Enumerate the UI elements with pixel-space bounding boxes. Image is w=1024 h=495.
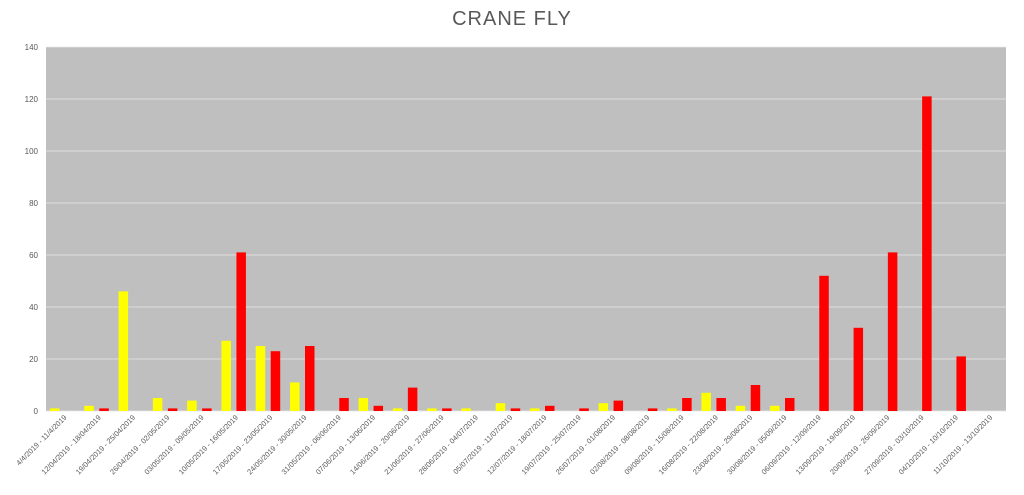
bar xyxy=(716,398,726,411)
bar xyxy=(853,327,864,411)
y-tick-label: 60 xyxy=(29,251,38,260)
x-tick-label: 19/04/2019 - 25/04/2019 xyxy=(74,413,137,476)
x-tick-label: 23/08/2019 - 29/08/2019 xyxy=(691,413,754,476)
x-tick-label: 26/07/2019 - 01/08/2019 xyxy=(554,413,617,476)
x-tick-label: 11/10/2019 - 13/10/2019 xyxy=(931,413,994,476)
bar xyxy=(667,408,677,411)
bar xyxy=(427,408,437,411)
x-tick-label: 31/05/2019 - 06/06/2019 xyxy=(280,413,343,476)
x-tick-label: 20/09/2019 - 26/09/2019 xyxy=(828,413,891,476)
x-tick-label: 17/05/2019 - 23/05/2019 xyxy=(211,413,274,476)
gridlines xyxy=(46,46,1006,412)
x-tick-label: 02/08/2019 - 08/08/2019 xyxy=(588,413,651,476)
x-tick-label: 19/07/2019 - 25/07/2019 xyxy=(520,413,583,476)
bar xyxy=(922,96,932,412)
bar xyxy=(701,392,711,411)
bar xyxy=(530,408,540,411)
bar xyxy=(785,398,795,411)
bar xyxy=(99,408,109,411)
y-tick-label: 40 xyxy=(29,303,38,312)
x-tick-label: 16/08/2019 - 22/08/2019 xyxy=(657,413,720,476)
bar xyxy=(221,340,231,411)
chart-title: CRANE FLY xyxy=(452,8,572,30)
x-tick-label: 09/08/2019 - 15/08/2019 xyxy=(622,413,685,476)
x-tick-label: 07/06/2019 - 13/06/2019 xyxy=(314,413,377,476)
x-tick-label: 03/05/2019 - 09/05/2019 xyxy=(142,413,205,476)
bar xyxy=(442,408,452,411)
x-tick-label: 12/04/2019 - 18/04/2019 xyxy=(40,413,103,476)
bar xyxy=(202,408,212,411)
y-tick-label: 120 xyxy=(25,95,39,104)
bar xyxy=(339,398,349,411)
bar xyxy=(236,252,246,411)
x-tick-label: 26/04/2019 - 02/05/2019 xyxy=(108,413,171,476)
x-tick-label: 27/09/2019 - 03/10/2019 xyxy=(862,413,925,476)
bar xyxy=(118,291,129,411)
bar xyxy=(819,275,829,411)
bar xyxy=(735,405,746,411)
x-tick-label: 04/10/2019 - 10/10/2019 xyxy=(897,413,960,476)
x-tick-label: 28/06/2019 - 04/07/2019 xyxy=(417,413,480,476)
bar xyxy=(270,351,281,411)
y-tick-label: 100 xyxy=(25,147,39,156)
bar xyxy=(956,356,966,411)
bar xyxy=(647,408,658,411)
y-axis-ticks: 0 20 40 60 80 100 120 140 xyxy=(25,43,39,416)
x-tick-label: 13/09/2019 - 19/09/2019 xyxy=(794,413,857,476)
bar xyxy=(598,403,609,411)
x-tick-label: 06/09/2019 - 12/09/2019 xyxy=(760,413,823,476)
x-tick-label: 30/08/2019 - 05/09/2019 xyxy=(725,413,788,476)
y-tick-label: 0 xyxy=(34,407,39,416)
bar xyxy=(750,385,761,411)
y-tick-label: 20 xyxy=(29,355,38,364)
x-tick-label: 10/05/2019 - 16/05/2019 xyxy=(177,413,240,476)
bar xyxy=(682,398,692,411)
bar xyxy=(770,405,780,411)
bar xyxy=(545,405,555,411)
bar xyxy=(613,400,624,411)
bar xyxy=(887,252,898,411)
bar xyxy=(152,398,163,411)
y-tick-label: 140 xyxy=(25,43,39,52)
bar xyxy=(290,382,300,411)
bar xyxy=(84,405,94,411)
x-tick-label: 12/07/2019 - 18/07/2019 xyxy=(485,413,548,476)
bar xyxy=(579,408,589,411)
bar xyxy=(305,346,315,411)
bar xyxy=(187,400,197,411)
bar xyxy=(510,408,521,411)
bar xyxy=(358,398,369,411)
bar xyxy=(495,403,506,411)
x-tick-label: 24/05/2019 - 30/05/2019 xyxy=(245,413,308,476)
plot-area xyxy=(46,47,1006,411)
bar xyxy=(373,405,384,411)
bar xyxy=(392,408,403,411)
bar xyxy=(461,408,471,411)
x-tick-label: 14/06/2019 - 20/06/2019 xyxy=(348,413,411,476)
y-tick-label: 80 xyxy=(29,199,38,208)
x-tick-label: 21/06/2019 - 27/06/2019 xyxy=(382,413,445,476)
bar xyxy=(167,408,178,411)
bar xyxy=(255,346,266,411)
bar xyxy=(50,408,60,411)
bars xyxy=(50,96,966,412)
x-tick-label: 05/07/2019 - 11/07/2019 xyxy=(451,413,514,476)
bar xyxy=(407,387,418,411)
